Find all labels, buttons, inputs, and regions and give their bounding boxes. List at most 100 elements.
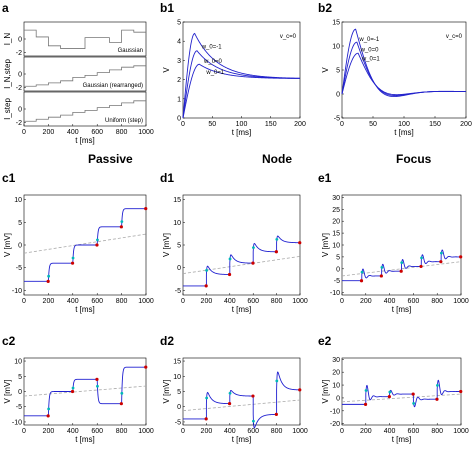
e2-ytick-label: 0 [336, 395, 340, 402]
d2-ytick-label: 0 [177, 404, 181, 411]
d1-voltage-trace [183, 235, 300, 287]
b1-series-line-0 [182, 32, 301, 119]
a-ytick-label: -2 [16, 50, 22, 57]
b1-xlabel: t [ms] [232, 128, 252, 137]
d1-ytick-label: 5 [177, 243, 181, 250]
c1-xtick-label: 1000 [138, 298, 154, 305]
d1-marker-start [252, 246, 255, 249]
c1-xtick-label: 0 [22, 298, 26, 305]
c1-xtick-label: 600 [91, 298, 103, 305]
d2-marker-start [228, 391, 232, 395]
d1-frame [182, 194, 301, 296]
a-xtick-label: 0 [22, 129, 26, 136]
c2-ylabel: V [mV] [3, 379, 12, 403]
e2-xtick-label: 200 [360, 428, 372, 435]
b1-ytick-label: 1 [177, 96, 181, 103]
d2-ytick-label: 15 [173, 359, 181, 366]
e1-marker-end [379, 274, 383, 278]
c1-dashed-line [23, 233, 147, 254]
b2-series-label: w_0=0 [360, 47, 380, 53]
c2-ytick-label: 0 [18, 389, 22, 396]
c1-ylabel: V [mV] [3, 233, 12, 257]
d1-ytick-label: 15 [173, 197, 181, 204]
b1-series-label: w_0=0 [203, 59, 223, 65]
d2-xtick-label: 0 [181, 428, 185, 435]
e1-ytick-label: 25 [332, 207, 340, 214]
e2-marker-start [412, 401, 416, 405]
e2-xtick-label: 400 [384, 428, 396, 435]
b2-ytick-label: 5 [336, 68, 340, 75]
d2-xtick-label: 200 [201, 428, 213, 435]
a-ylabel: I_N,step [3, 59, 12, 89]
d2-ytick-label: 10 [173, 374, 181, 381]
e1-ytick-label: 30 [332, 195, 340, 202]
a-xtick-label: 1000 [138, 129, 154, 136]
a-ytick-label: 0 [18, 37, 22, 44]
d1-xtick-label: 0 [181, 298, 185, 305]
c2-xtick-label: 400 [67, 428, 79, 435]
e1-marker-end [459, 255, 463, 259]
e1-marker-start [400, 261, 404, 265]
c2-marker-end [119, 402, 123, 406]
b2-xtick-label: 50 [369, 121, 377, 128]
e1-marker-start [380, 265, 384, 269]
c2-xtick-label: 800 [116, 428, 128, 435]
c1-marker-end [95, 243, 99, 247]
e2-xtick-label: 0 [340, 428, 344, 435]
d1-marker-start [205, 268, 209, 272]
panel-label-e1: e1 [318, 171, 332, 185]
c2-marker-start [96, 384, 99, 388]
e1-xtick-label: 1000 [453, 298, 469, 305]
e2-xlabel: t [ms] [392, 435, 412, 444]
b1-series-line-1 [182, 50, 301, 119]
e1-xtick-label: 800 [431, 298, 443, 305]
d1-ylabel: V [mV] [162, 233, 171, 257]
c1-voltage-trace [24, 208, 146, 282]
d2-marker-start [275, 379, 279, 383]
a-series-name: Gaussian [118, 48, 143, 54]
c2-voltage-trace [24, 366, 146, 417]
c1-ytick-label: 5 [18, 220, 22, 227]
d2-marker-start [252, 419, 255, 423]
b1-ytick-label: 2 [177, 77, 181, 84]
b2-ytick-label: 15 [332, 20, 340, 27]
d1-marker-end [204, 284, 208, 288]
e1-marker-start [360, 270, 364, 274]
e1-marker-end [419, 264, 423, 269]
b1-series-label: w_0=-1 [201, 45, 223, 51]
c1-xtick-label: 800 [116, 298, 128, 305]
e2-marker-end [435, 397, 439, 401]
d2-marker-end [204, 417, 208, 421]
c1-marker-start [47, 274, 51, 278]
b1-ylabel: V [162, 67, 171, 73]
c2-xtick-label: 1000 [138, 428, 154, 435]
c1-xlabel: t [ms] [75, 305, 95, 314]
c1-ytick-label: -5 [16, 265, 22, 272]
e1-ytick-label: -5 [334, 278, 340, 285]
d2-xlabel: t [ms] [232, 435, 252, 444]
a-ytick-label: -2 [16, 120, 22, 127]
d2-voltage-trace [183, 371, 301, 429]
a-ylabel: I_step [3, 98, 12, 120]
b1-annotation: v_c=0 [280, 34, 297, 40]
c1-marker-start [96, 238, 99, 242]
c2-marker-end [46, 414, 50, 418]
c2-marker-start [47, 407, 51, 411]
c1-marker-start [71, 256, 75, 260]
b2-ytick-label: 0 [336, 92, 340, 99]
d1-marker-end [298, 241, 302, 245]
c2-ytick-label: -10 [12, 419, 22, 426]
e1-ytick-label: 0 [336, 266, 340, 273]
c1-marker-start [120, 220, 124, 224]
d2-marker-end [251, 394, 255, 398]
panel-label-b2: b2 [318, 1, 332, 15]
b1-xtick-label: 0 [181, 121, 185, 128]
d1-ytick-label: -5 [175, 288, 181, 295]
a-xlabel: t [ms] [75, 136, 95, 145]
panel-label-c1: c1 [2, 171, 16, 185]
e2-ytick-label: 10 [332, 383, 340, 390]
c2-xtick-label: 200 [43, 428, 55, 435]
b2-series-line-2 [341, 52, 466, 96]
b1-ytick-label: 5 [177, 20, 181, 27]
e2-marker-start [388, 390, 392, 394]
